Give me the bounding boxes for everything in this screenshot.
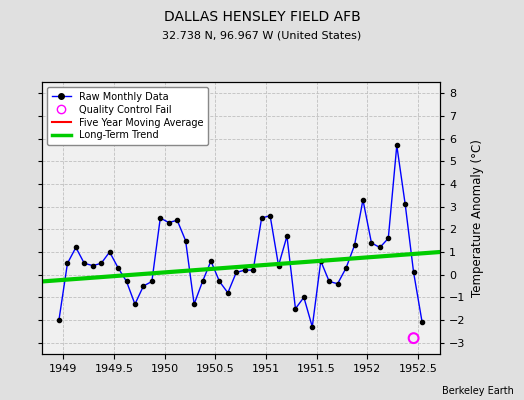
Text: DALLAS HENSLEY FIELD AFB: DALLAS HENSLEY FIELD AFB	[163, 10, 361, 24]
Y-axis label: Temperature Anomaly (°C): Temperature Anomaly (°C)	[471, 139, 484, 297]
Text: Berkeley Earth: Berkeley Earth	[442, 386, 514, 396]
Text: 32.738 N, 96.967 W (United States): 32.738 N, 96.967 W (United States)	[162, 30, 362, 40]
Point	[409, 335, 418, 341]
Legend: Raw Monthly Data, Quality Control Fail, Five Year Moving Average, Long-Term Tren: Raw Monthly Data, Quality Control Fail, …	[47, 87, 208, 145]
